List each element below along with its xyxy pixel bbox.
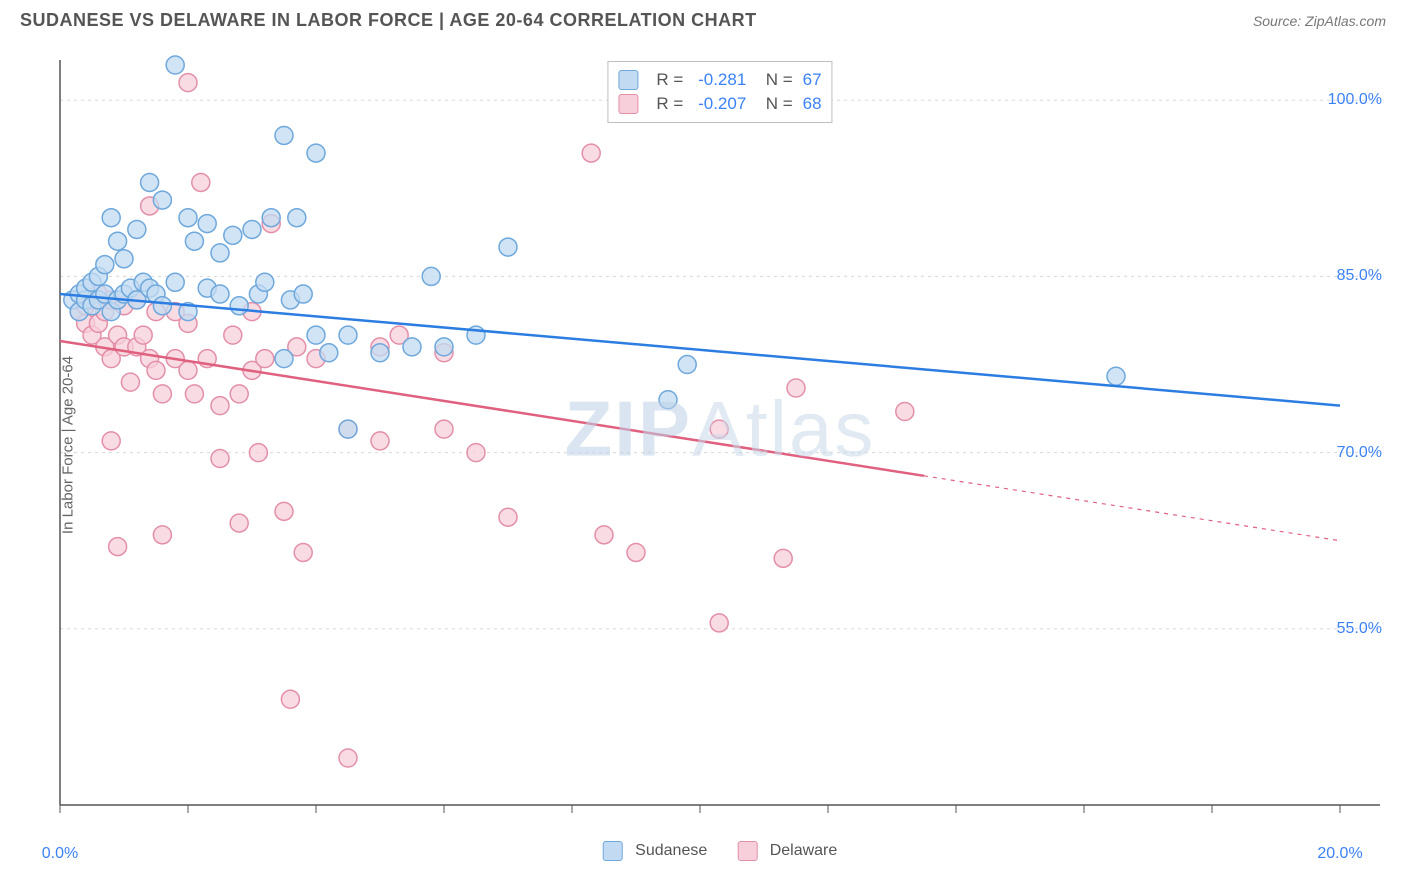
y-tick-label: 100.0% bbox=[1328, 91, 1382, 109]
legend-label-sudanese: Sudanese bbox=[635, 842, 707, 859]
chart-title: SUDANESE VS DELAWARE IN LABOR FORCE | AG… bbox=[20, 10, 757, 31]
n-label: N = bbox=[756, 70, 792, 90]
r-label: R = bbox=[656, 94, 688, 114]
r-label: R = bbox=[656, 70, 688, 90]
y-tick-label: 85.0% bbox=[1337, 267, 1382, 285]
swatch-delaware bbox=[737, 841, 757, 861]
stats-row-sudanese: R = -0.281 N = 67 bbox=[618, 68, 821, 92]
legend-item-sudanese: Sudanese bbox=[603, 841, 708, 861]
legend-label-delaware: Delaware bbox=[770, 842, 838, 859]
series-legend: Sudanese Delaware bbox=[603, 841, 838, 861]
n-value-sudanese: 67 bbox=[803, 70, 822, 90]
r-value-delaware: -0.207 bbox=[698, 94, 746, 114]
source-credit: Source: ZipAtlas.com bbox=[1253, 13, 1386, 29]
swatch-delaware bbox=[618, 94, 638, 114]
scatter-chart bbox=[50, 55, 1390, 835]
y-tick-label: 70.0% bbox=[1337, 444, 1382, 462]
y-tick-label: 55.0% bbox=[1337, 620, 1382, 638]
n-value-delaware: 68 bbox=[803, 94, 822, 114]
r-value-sudanese: -0.281 bbox=[698, 70, 746, 90]
x-tick-label: 0.0% bbox=[42, 845, 78, 863]
legend-item-delaware: Delaware bbox=[737, 841, 837, 861]
stats-legend: R = -0.281 N = 67 R = -0.207 N = 68 bbox=[607, 61, 832, 123]
n-label: N = bbox=[756, 94, 792, 114]
x-tick-label: 20.0% bbox=[1317, 845, 1362, 863]
stats-row-delaware: R = -0.207 N = 68 bbox=[618, 92, 821, 116]
swatch-sudanese bbox=[603, 841, 623, 861]
chart-container: In Labor Force | Age 20-64 ZIPAtlas R = … bbox=[50, 55, 1390, 835]
swatch-sudanese bbox=[618, 70, 638, 90]
y-axis-title: In Labor Force | Age 20-64 bbox=[60, 356, 77, 534]
